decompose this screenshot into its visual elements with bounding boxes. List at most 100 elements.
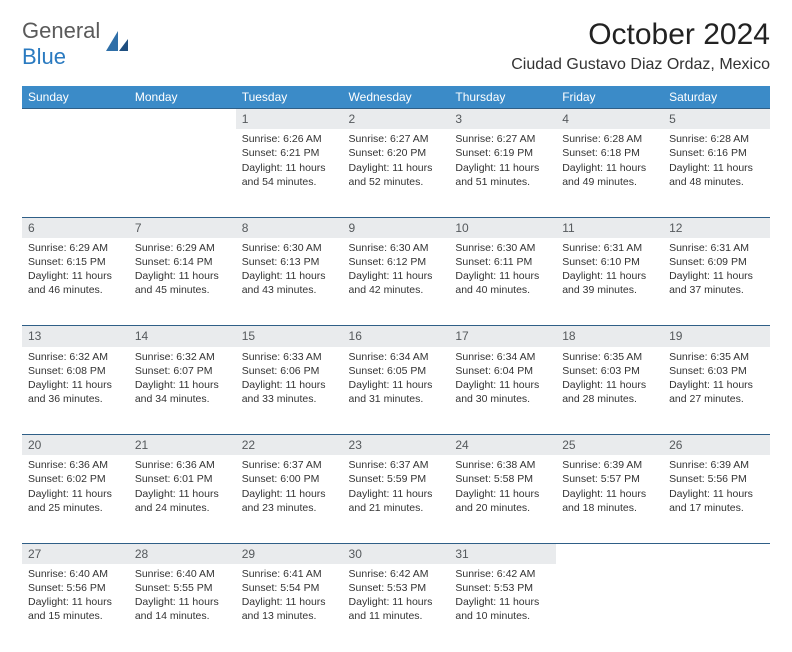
logo: General Blue xyxy=(22,18,130,70)
daylight-text: Daylight: 11 hours xyxy=(455,487,550,501)
day-cell: Sunrise: 6:28 AMSunset: 6:16 PMDaylight:… xyxy=(663,129,770,217)
day-number: 5 xyxy=(663,109,770,130)
day-number: 26 xyxy=(663,435,770,456)
sunset-text: Sunset: 5:59 PM xyxy=(349,472,444,486)
logo-text-general: General xyxy=(22,18,100,43)
sunrise-text: Sunrise: 6:28 AM xyxy=(669,132,764,146)
sunset-text: Sunset: 6:03 PM xyxy=(669,364,764,378)
day-cell: Sunrise: 6:30 AMSunset: 6:13 PMDaylight:… xyxy=(236,238,343,326)
day-number: 10 xyxy=(449,217,556,238)
sunset-text: Sunset: 5:55 PM xyxy=(135,581,230,595)
daylight-text: and 43 minutes. xyxy=(242,283,337,297)
sunrise-text: Sunrise: 6:29 AM xyxy=(135,241,230,255)
weekday-header: Sunday xyxy=(22,86,129,109)
day-number: 8 xyxy=(236,217,343,238)
daylight-text: and 33 minutes. xyxy=(242,392,337,406)
sunset-text: Sunset: 6:00 PM xyxy=(242,472,337,486)
day-number-row: 6789101112 xyxy=(22,217,770,238)
day-cell: Sunrise: 6:35 AMSunset: 6:03 PMDaylight:… xyxy=(663,347,770,435)
sunrise-text: Sunrise: 6:32 AM xyxy=(28,350,123,364)
sunrise-text: Sunrise: 6:35 AM xyxy=(562,350,657,364)
daylight-text: and 23 minutes. xyxy=(242,501,337,515)
sunset-text: Sunset: 6:20 PM xyxy=(349,146,444,160)
weekday-header: Tuesday xyxy=(236,86,343,109)
day-number: 23 xyxy=(343,435,450,456)
sunrise-text: Sunrise: 6:40 AM xyxy=(135,567,230,581)
day-cell-empty xyxy=(22,129,129,217)
logo-text-blue: Blue xyxy=(22,44,66,69)
day-number: 9 xyxy=(343,217,450,238)
sunset-text: Sunset: 6:15 PM xyxy=(28,255,123,269)
daylight-text: Daylight: 11 hours xyxy=(349,378,444,392)
day-cell: Sunrise: 6:33 AMSunset: 6:06 PMDaylight:… xyxy=(236,347,343,435)
daylight-text: Daylight: 11 hours xyxy=(242,269,337,283)
daylight-text: and 49 minutes. xyxy=(562,175,657,189)
sunrise-text: Sunrise: 6:26 AM xyxy=(242,132,337,146)
weekday-header: Saturday xyxy=(663,86,770,109)
daylight-text: Daylight: 11 hours xyxy=(135,595,230,609)
sunset-text: Sunset: 6:05 PM xyxy=(349,364,444,378)
daylight-text: and 37 minutes. xyxy=(669,283,764,297)
daylight-text: Daylight: 11 hours xyxy=(135,269,230,283)
daylight-text: and 27 minutes. xyxy=(669,392,764,406)
day-number: 16 xyxy=(343,326,450,347)
day-cell: Sunrise: 6:34 AMSunset: 6:04 PMDaylight:… xyxy=(449,347,556,435)
day-cell: Sunrise: 6:41 AMSunset: 5:54 PMDaylight:… xyxy=(236,564,343,652)
day-cell: Sunrise: 6:40 AMSunset: 5:55 PMDaylight:… xyxy=(129,564,236,652)
daylight-text: Daylight: 11 hours xyxy=(135,487,230,501)
day-cell: Sunrise: 6:31 AMSunset: 6:09 PMDaylight:… xyxy=(663,238,770,326)
sunset-text: Sunset: 6:10 PM xyxy=(562,255,657,269)
sunrise-text: Sunrise: 6:28 AM xyxy=(562,132,657,146)
weekday-header: Thursday xyxy=(449,86,556,109)
daylight-text: Daylight: 11 hours xyxy=(562,161,657,175)
day-cell: Sunrise: 6:29 AMSunset: 6:14 PMDaylight:… xyxy=(129,238,236,326)
day-number: 18 xyxy=(556,326,663,347)
day-number-empty xyxy=(556,543,663,564)
day-cell: Sunrise: 6:28 AMSunset: 6:18 PMDaylight:… xyxy=(556,129,663,217)
sunrise-text: Sunrise: 6:38 AM xyxy=(455,458,550,472)
sunrise-text: Sunrise: 6:36 AM xyxy=(135,458,230,472)
daylight-text: and 25 minutes. xyxy=(28,501,123,515)
sunset-text: Sunset: 6:21 PM xyxy=(242,146,337,160)
day-number-row: 12345 xyxy=(22,109,770,130)
day-number-empty xyxy=(22,109,129,130)
day-number: 31 xyxy=(449,543,556,564)
sunrise-text: Sunrise: 6:37 AM xyxy=(349,458,444,472)
title-block: October 2024 Ciudad Gustavo Diaz Ordaz, … xyxy=(511,18,770,74)
sunset-text: Sunset: 5:53 PM xyxy=(349,581,444,595)
day-number: 17 xyxy=(449,326,556,347)
daylight-text: Daylight: 11 hours xyxy=(28,378,123,392)
day-number: 27 xyxy=(22,543,129,564)
day-number: 11 xyxy=(556,217,663,238)
sunset-text: Sunset: 6:06 PM xyxy=(242,364,337,378)
sunrise-text: Sunrise: 6:27 AM xyxy=(455,132,550,146)
day-cell: Sunrise: 6:38 AMSunset: 5:58 PMDaylight:… xyxy=(449,455,556,543)
day-cell: Sunrise: 6:37 AMSunset: 5:59 PMDaylight:… xyxy=(343,455,450,543)
daylight-text: and 52 minutes. xyxy=(349,175,444,189)
daylight-text: and 48 minutes. xyxy=(669,175,764,189)
day-number-empty xyxy=(663,543,770,564)
day-cell-empty xyxy=(556,564,663,652)
day-number: 24 xyxy=(449,435,556,456)
sunrise-text: Sunrise: 6:37 AM xyxy=(242,458,337,472)
day-number: 2 xyxy=(343,109,450,130)
day-cell: Sunrise: 6:32 AMSunset: 6:08 PMDaylight:… xyxy=(22,347,129,435)
sunset-text: Sunset: 6:13 PM xyxy=(242,255,337,269)
day-number: 1 xyxy=(236,109,343,130)
day-number: 15 xyxy=(236,326,343,347)
daylight-text: and 20 minutes. xyxy=(455,501,550,515)
sunset-text: Sunset: 6:01 PM xyxy=(135,472,230,486)
daylight-text: Daylight: 11 hours xyxy=(242,378,337,392)
sunset-text: Sunset: 6:04 PM xyxy=(455,364,550,378)
weekday-header: Friday xyxy=(556,86,663,109)
day-number: 7 xyxy=(129,217,236,238)
sunrise-text: Sunrise: 6:42 AM xyxy=(455,567,550,581)
day-number: 28 xyxy=(129,543,236,564)
sunset-text: Sunset: 5:54 PM xyxy=(242,581,337,595)
sunrise-text: Sunrise: 6:29 AM xyxy=(28,241,123,255)
sunset-text: Sunset: 6:02 PM xyxy=(28,472,123,486)
day-number: 22 xyxy=(236,435,343,456)
day-number-row: 13141516171819 xyxy=(22,326,770,347)
sunrise-text: Sunrise: 6:27 AM xyxy=(349,132,444,146)
day-number: 20 xyxy=(22,435,129,456)
